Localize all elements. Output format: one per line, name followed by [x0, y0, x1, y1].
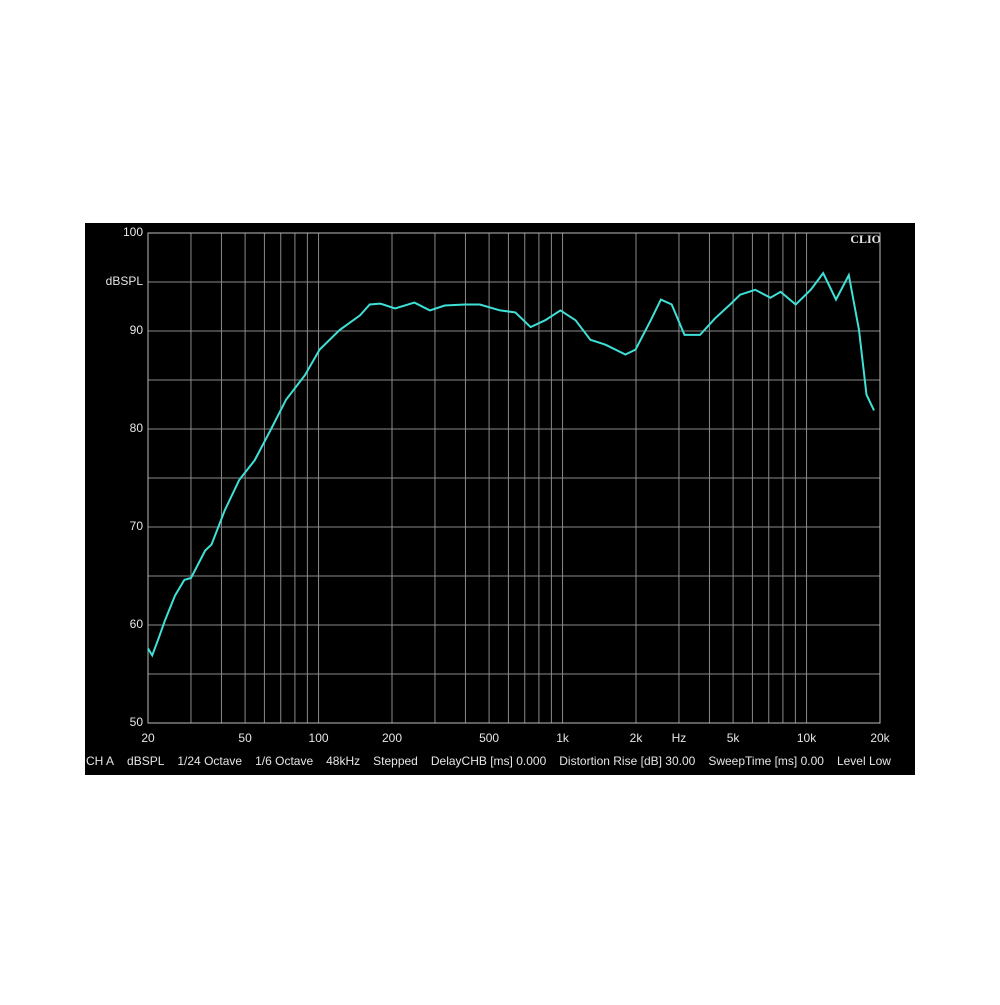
footer-item: 48kHz: [326, 754, 360, 768]
x-tick-label: 200: [382, 731, 402, 745]
y-tick-label: 50: [130, 715, 144, 729]
x-tick-label: 100: [309, 731, 329, 745]
y-tick-label: 70: [130, 519, 144, 533]
brand: CLIO: [850, 232, 881, 246]
footer-item: Level Low: [837, 754, 891, 768]
footer-item: DelayCHB [ms] 0.000: [431, 754, 547, 768]
x-tick-label: 10k: [797, 731, 817, 745]
footer-item: 1/24 Octave: [177, 754, 242, 768]
footer-item: SweepTime [ms] 0.00: [708, 754, 824, 768]
footer-item: Distortion Rise [dB] 30.00: [559, 754, 695, 768]
x-tick-label: 20: [141, 731, 155, 745]
footer-item: dBSPL: [127, 754, 165, 768]
footer: CH A dBSPL 1/24 Octave 1/6 Octave 48kHz Stepp…: [86, 754, 891, 768]
footer-item: Stepped: [373, 754, 418, 768]
y-tick-label: 90: [130, 323, 144, 337]
x-tick-label: Hz: [672, 731, 687, 745]
plot-frame: [147, 232, 881, 724]
y-tick-label: 100: [123, 225, 143, 239]
x-tick-label: 1k: [556, 731, 570, 745]
x-tick-label: 50: [238, 731, 252, 745]
x-tick-label: 20k: [870, 731, 890, 745]
footer-item: CH A: [86, 754, 114, 768]
y-tick-label: 60: [130, 617, 144, 631]
footer-item: 1/6 Octave: [255, 754, 313, 768]
x-tick-label: 2k: [630, 731, 644, 745]
y-axis-label: dBSPL: [106, 274, 144, 288]
y-tick-label: 80: [130, 421, 144, 435]
response-line: [147, 271, 875, 658]
panel: [85, 223, 915, 775]
x-tick-label: 5k: [727, 731, 741, 745]
x-tick-label: 500: [479, 731, 499, 745]
